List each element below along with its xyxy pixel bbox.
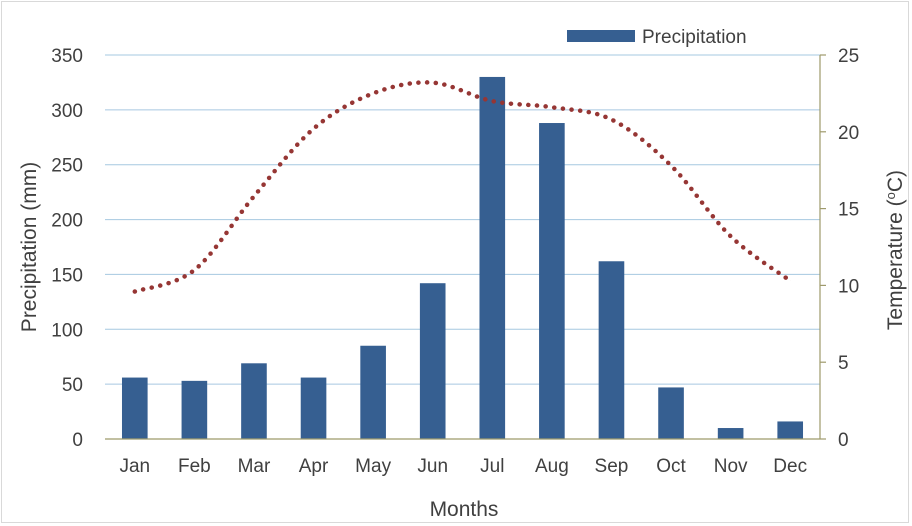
precipitation-bars	[121, 76, 804, 439]
x-tick-label: Jul	[480, 456, 504, 477]
y2-tick-label: 0	[838, 430, 849, 451]
x-tick-label: May	[355, 456, 391, 477]
x-tick-label: Nov	[714, 456, 748, 477]
legend: Precipitation	[567, 27, 747, 48]
x-tick-label: Mar	[238, 456, 271, 477]
y-tick-label: 200	[51, 211, 83, 232]
x-axis-ticks: Jan Feb Mar Apr May Jun Jul Aug Sep Oct Nov Dec	[119, 456, 807, 477]
x-tick-label: Jan	[119, 456, 150, 477]
bar-apr	[300, 377, 327, 439]
x-tick-label: Aug	[535, 456, 569, 477]
legend-label-precipitation: Precipitation	[642, 27, 747, 48]
y2-tick-label: 10	[838, 276, 859, 297]
y-tick-label: 0	[72, 430, 83, 451]
gridlines	[105, 54, 820, 385]
x-tick-label: Jun	[417, 456, 448, 477]
y2-axis-title-superscript: o	[883, 192, 898, 199]
bar-jun	[419, 283, 446, 439]
x-tick-label: Feb	[178, 456, 211, 477]
y-tick-label: 50	[62, 375, 83, 396]
bar-jul	[479, 76, 506, 439]
y2-tick-label: 15	[838, 200, 859, 221]
y-tick-label: 250	[51, 156, 83, 177]
y2-axis-title-unit: C)	[884, 170, 907, 192]
y2-axis-title-main: Temperature (	[884, 199, 907, 330]
right-axis-ticks: 0 5 10 15 20 25	[838, 46, 859, 451]
y2-tick-label: 5	[838, 353, 849, 374]
y-tick-label: 350	[51, 46, 83, 67]
bar-sep	[598, 261, 625, 439]
x-tick-label: Sep	[595, 456, 629, 477]
left-axis-ticks: 0 50 100 150 200 250 300 350	[51, 46, 83, 451]
x-tick-label: Apr	[299, 456, 329, 477]
y-tick-label: 100	[51, 320, 83, 341]
bar-nov	[717, 428, 744, 439]
bar-aug	[539, 123, 565, 439]
y-axis-title: Precipitation (mm)	[18, 162, 41, 332]
axes	[105, 54, 826, 440]
y-tick-label: 150	[51, 265, 83, 286]
temperature-series-line	[132, 80, 793, 294]
temperature-line	[132, 80, 793, 294]
y-tick-label: 300	[51, 101, 83, 122]
y2-tick-label: 25	[838, 46, 859, 67]
bar-oct	[658, 387, 684, 439]
bar-dec	[777, 421, 804, 439]
y2-axis-title: Temperature (oC)	[883, 170, 907, 330]
y2-tick-label: 20	[838, 123, 859, 144]
legend-swatch-precipitation	[567, 30, 635, 42]
bar-jan	[121, 377, 148, 439]
x-tick-label: Oct	[656, 456, 686, 477]
x-axis-title: Months	[430, 498, 499, 521]
bar-feb	[181, 380, 208, 439]
x-tick-label: Dec	[773, 456, 807, 477]
bar-may	[360, 345, 386, 439]
bar-mar	[241, 363, 267, 439]
